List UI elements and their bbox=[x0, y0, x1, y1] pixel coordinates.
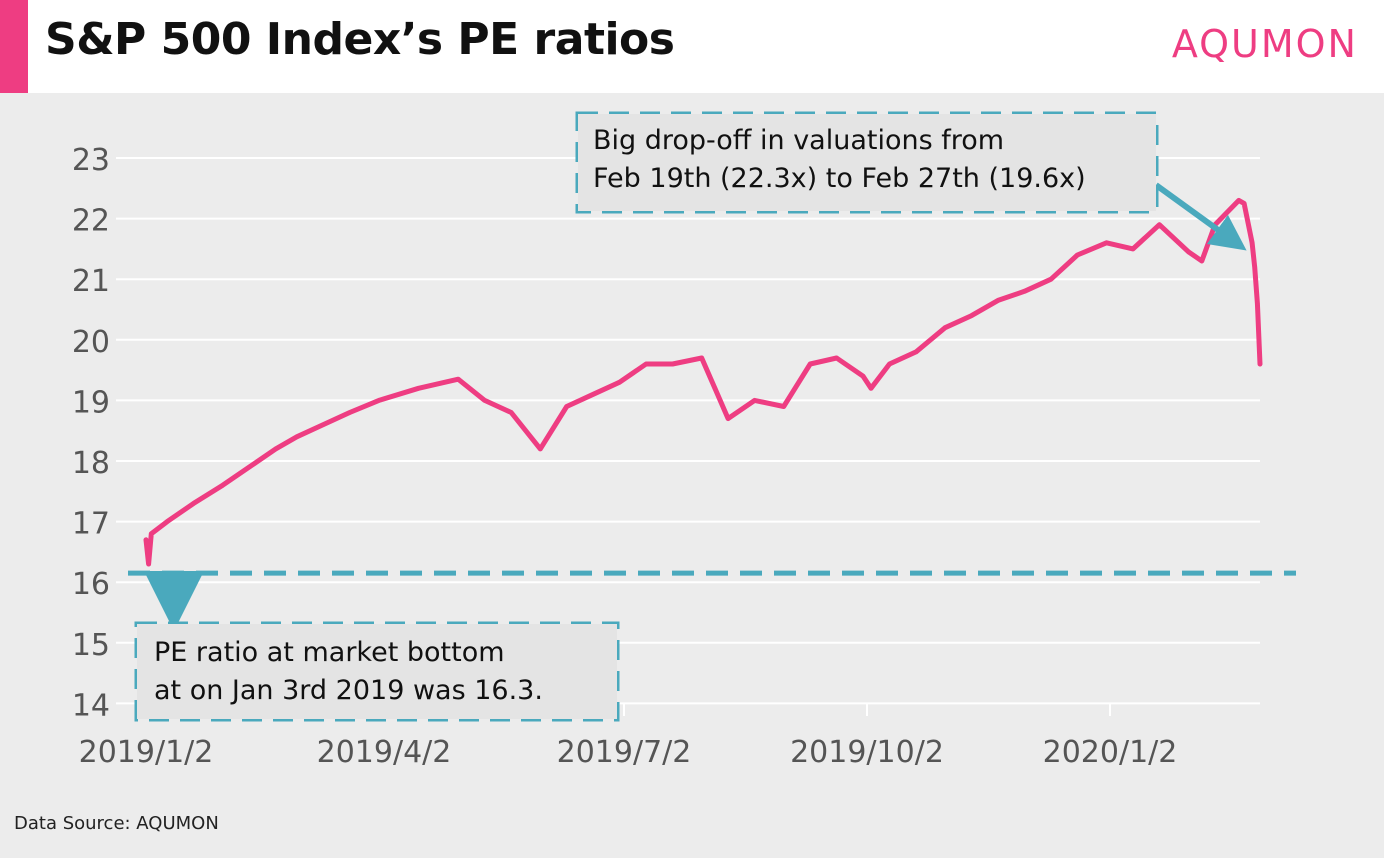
data-point bbox=[1104, 240, 1109, 246]
data-point bbox=[995, 298, 1001, 303]
data-point bbox=[712, 386, 718, 391]
data-source: Data Source: AQUMON bbox=[14, 813, 219, 834]
data-point bbox=[942, 325, 948, 330]
data-point bbox=[643, 361, 649, 367]
data-point bbox=[143, 537, 149, 542]
data-point bbox=[781, 404, 786, 409]
y-tick-label: 22 bbox=[72, 204, 110, 239]
x-tick-label: 2019/4/2 bbox=[317, 735, 452, 770]
data-point bbox=[590, 392, 596, 397]
data-point bbox=[1022, 289, 1027, 294]
y-tick-label: 20 bbox=[72, 325, 110, 360]
y-tick-label: 21 bbox=[72, 264, 110, 299]
data-point bbox=[416, 386, 421, 391]
data-point bbox=[834, 355, 839, 361]
data-point bbox=[191, 501, 196, 506]
data-point bbox=[670, 361, 675, 367]
annotation-top-line1: Big drop-off in valuations from bbox=[593, 125, 1005, 156]
y-tick-label: 14 bbox=[72, 688, 110, 723]
annotation-top-line2: Feb 19th (22.3x) to Feb 27th (19.6x) bbox=[593, 163, 1086, 194]
pe-ratio-series-line bbox=[143, 197, 1263, 567]
data-point bbox=[1186, 249, 1191, 255]
y-tick-label: 18 bbox=[72, 446, 110, 481]
data-point bbox=[699, 355, 704, 361]
data-point bbox=[752, 398, 757, 403]
data-point bbox=[1048, 277, 1054, 282]
data-point bbox=[807, 361, 813, 367]
chart-panel bbox=[0, 93, 1384, 858]
y-tick-label: 17 bbox=[72, 507, 110, 542]
data-point bbox=[538, 446, 543, 452]
data-point bbox=[321, 422, 326, 427]
x-tick-label: 2019/1/2 bbox=[79, 735, 214, 770]
data-point bbox=[376, 398, 382, 403]
data-point bbox=[1255, 301, 1260, 306]
data-point bbox=[1075, 252, 1080, 258]
data-point bbox=[868, 386, 874, 391]
data-point bbox=[294, 434, 300, 439]
data-point bbox=[725, 416, 731, 421]
brand-logo: AQUMON bbox=[1171, 22, 1358, 66]
y-tick-label: 23 bbox=[72, 143, 110, 178]
data-point bbox=[220, 483, 225, 488]
x-tick-label: 2020/1/2 bbox=[1043, 735, 1178, 770]
data-point bbox=[1241, 201, 1247, 206]
data-point bbox=[1252, 264, 1257, 270]
data-point bbox=[969, 313, 974, 318]
data-point bbox=[508, 410, 514, 415]
data-point bbox=[887, 361, 892, 367]
annotation-bottom-line2: at on Jan 3rd 2019 was 16.3. bbox=[154, 675, 543, 706]
data-point bbox=[482, 398, 487, 403]
data-point bbox=[1130, 246, 1136, 252]
page-title: S&P 500 Index’s PE ratios bbox=[45, 14, 675, 65]
title-accent-bar bbox=[0, 0, 28, 93]
annotation-top: Big drop-off in valuations from Feb 19th… bbox=[578, 114, 1156, 211]
data-point bbox=[273, 446, 278, 452]
data-point bbox=[1249, 240, 1255, 246]
data-point bbox=[617, 380, 622, 385]
data-point bbox=[1157, 222, 1162, 227]
y-tick-label: 15 bbox=[72, 628, 110, 663]
x-tick-label: 2019/7/2 bbox=[557, 735, 692, 770]
annotation-top-arrow bbox=[1154, 182, 1247, 251]
annotation-bottom: PE ratio at market bottom at on Jan 3rd … bbox=[137, 624, 617, 719]
x-tick-label: 2019/10/2 bbox=[790, 735, 944, 770]
data-point bbox=[860, 373, 866, 379]
data-point bbox=[347, 410, 352, 415]
data-point bbox=[456, 376, 461, 382]
data-point bbox=[1199, 258, 1204, 264]
y-tick-label: 16 bbox=[72, 567, 110, 602]
data-point bbox=[164, 519, 170, 524]
data-point bbox=[149, 531, 154, 536]
data-point bbox=[146, 561, 151, 567]
data-point bbox=[913, 349, 919, 355]
annotation-bottom-line1: PE ratio at market bottom bbox=[154, 637, 505, 668]
data-point bbox=[564, 404, 569, 409]
data-point bbox=[1257, 361, 1263, 367]
data-point bbox=[246, 464, 252, 470]
y-tick-label: 19 bbox=[72, 385, 110, 420]
data-point bbox=[1236, 198, 1242, 203]
